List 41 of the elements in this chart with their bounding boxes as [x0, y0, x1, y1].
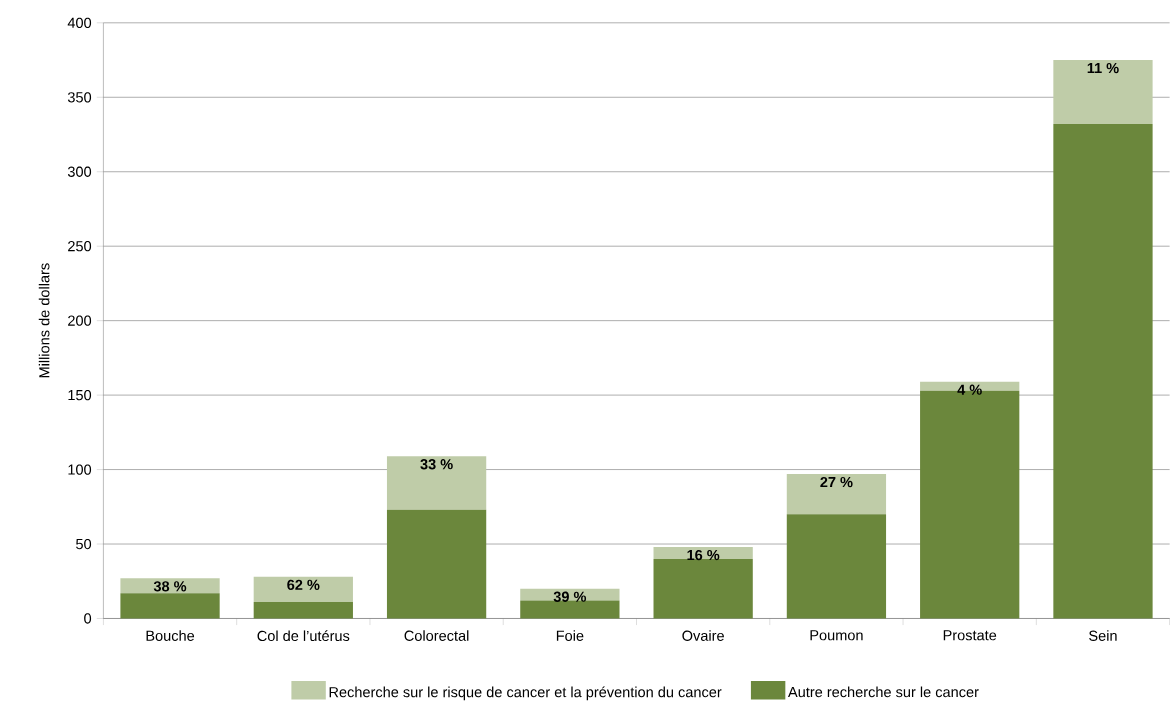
y-tick-label: 50 — [76, 538, 92, 550]
legend-label: Recherche sur le risque de cancer et la prévention du cancer — [329, 686, 722, 701]
y-tick-label: 200 — [68, 315, 92, 326]
bar — [1053, 124, 1153, 619]
legend-label: Autre recherche sur le cancer — [788, 686, 979, 698]
annotation: 33 % — [420, 459, 453, 470]
x-tick-label: Bouche — [146, 630, 195, 641]
x-tick-label: Sein — [1089, 630, 1117, 641]
bar — [520, 588, 620, 601]
annotation: 4 % — [957, 384, 982, 395]
bar — [1053, 60, 1153, 125]
y-tick-label: 350 — [67, 92, 92, 103]
annotation: 11 % — [1087, 63, 1119, 74]
bar — [520, 600, 620, 619]
bar — [386, 509, 487, 619]
annotation: 39 % — [553, 591, 587, 603]
bar — [120, 593, 220, 619]
x-tick-label: Foie — [556, 630, 584, 641]
x-tick-label: Prostate — [943, 630, 997, 641]
x-tick-label: Colorectal — [404, 630, 469, 641]
bar — [253, 576, 353, 603]
x-tick-label: Ovaire — [682, 630, 724, 641]
y-tick-label: 100 — [68, 464, 92, 475]
x-tick-label: Col de l’utérus — [257, 630, 350, 642]
bar — [653, 547, 753, 559]
bar — [786, 514, 887, 619]
y-tick-label: 250 — [68, 241, 92, 252]
y-axis-title: Millions de dollars — [38, 263, 50, 378]
bar — [386, 456, 487, 510]
bar — [253, 602, 353, 619]
bar — [786, 474, 887, 515]
annotation: 16 % — [687, 550, 720, 561]
y-tick-label: 0 — [84, 613, 92, 624]
annotation: 62 % — [287, 579, 320, 591]
y-tick-label: 150 — [68, 390, 92, 401]
y-tick-label: 300 — [67, 166, 92, 177]
x-tick-label: Poumon — [810, 630, 863, 641]
annotation: 38 % — [153, 581, 187, 592]
y-tick-label: 400 — [67, 17, 92, 29]
bar — [120, 578, 220, 594]
annotation: 27 % — [820, 477, 853, 488]
